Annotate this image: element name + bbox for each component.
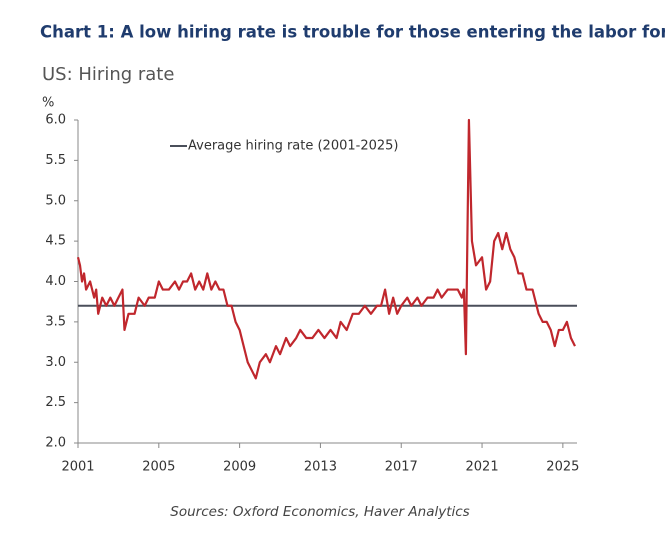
y-tick-label: 6.0: [45, 113, 66, 128]
y-axis-label: %: [42, 96, 54, 111]
chart-subtitle: US: Hiring rate: [42, 64, 174, 85]
y-tick-label: 4.5: [45, 234, 66, 249]
y-tick-label: 3.5: [45, 314, 66, 329]
x-tick-label: 2013: [304, 460, 337, 475]
y-tick-label: 5.0: [45, 193, 66, 208]
y-tick-label: 2.0: [45, 436, 66, 451]
y-tick-label: 3.0: [45, 355, 66, 370]
x-tick-label: 2017: [385, 460, 418, 475]
x-tick-label: 2001: [61, 460, 94, 475]
chart-title: Chart 1: A low hiring rate is trouble fo…: [40, 23, 665, 42]
data-line: [76, 118, 576, 380]
source: Sources: Oxford Economics, Haver Analyti…: [170, 504, 469, 520]
y-tick-label: 2.5: [45, 395, 66, 410]
y-tick-label: 5.5: [45, 153, 66, 168]
x-tick-label: 2009: [223, 460, 256, 475]
y-tick-label: 4.0: [45, 274, 66, 289]
legend-label: Average hiring rate (2001-2025): [188, 139, 399, 154]
x-tick-label: 2025: [546, 460, 579, 475]
x-tick-label: 2005: [142, 460, 175, 475]
x-tick-label: 2021: [466, 460, 499, 475]
